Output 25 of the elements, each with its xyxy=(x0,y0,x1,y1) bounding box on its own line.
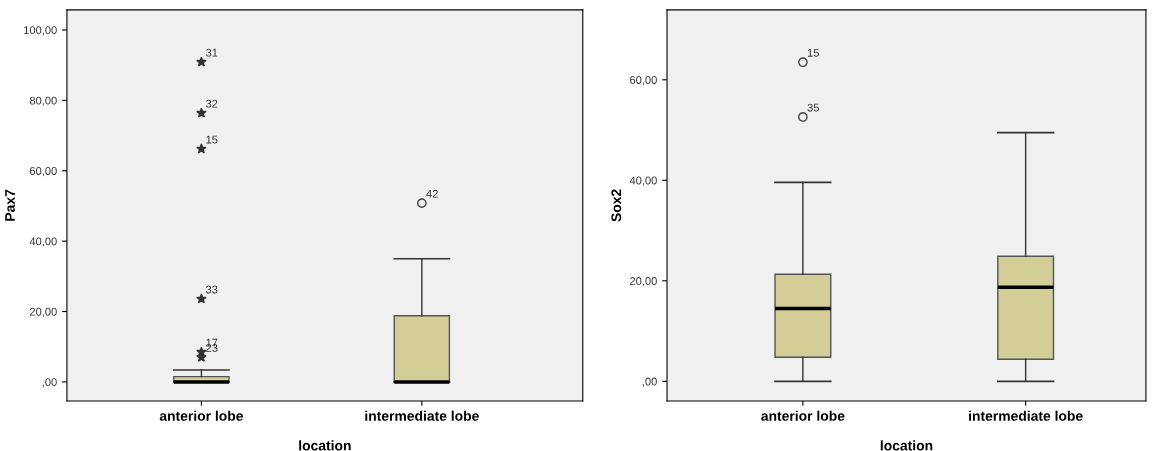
y-axis-title: Sox2 xyxy=(611,189,622,222)
y-tick-label: 40,00 xyxy=(29,237,57,247)
y-tick-label: 60,00 xyxy=(630,76,657,86)
annotation: 31 xyxy=(205,48,218,57)
annotation: 42 xyxy=(426,189,438,198)
annotation: 33 xyxy=(205,285,218,294)
y-tick-label: 20,00 xyxy=(630,277,657,287)
y-tick-label: 40,00 xyxy=(629,176,657,186)
annotation: 35 xyxy=(807,103,819,112)
x-tick-label: intermediate lobe xyxy=(969,410,1083,421)
x-tick-label: anterior lobe xyxy=(761,410,845,421)
x-tick-label: anterior lobe xyxy=(159,410,243,421)
x-tick-label: intermediate lobe xyxy=(365,410,479,421)
y-axis-title: Pax7 xyxy=(5,189,15,221)
x-axis-title: location xyxy=(299,440,351,451)
y-tick-label: ,00 xyxy=(42,378,57,388)
y-tick-label: ,00 xyxy=(642,377,657,387)
y-tick-label: 20,00 xyxy=(29,307,57,317)
y-tick-label: 60,00 xyxy=(29,167,57,177)
x-axis-title: location xyxy=(880,440,933,451)
y-tick-label: 100,00 xyxy=(24,26,57,36)
annotation: 15 xyxy=(206,135,218,144)
annotation: 15 xyxy=(807,48,819,57)
annotation: 32 xyxy=(205,99,218,108)
y-tick-label: 80,00 xyxy=(29,96,57,106)
